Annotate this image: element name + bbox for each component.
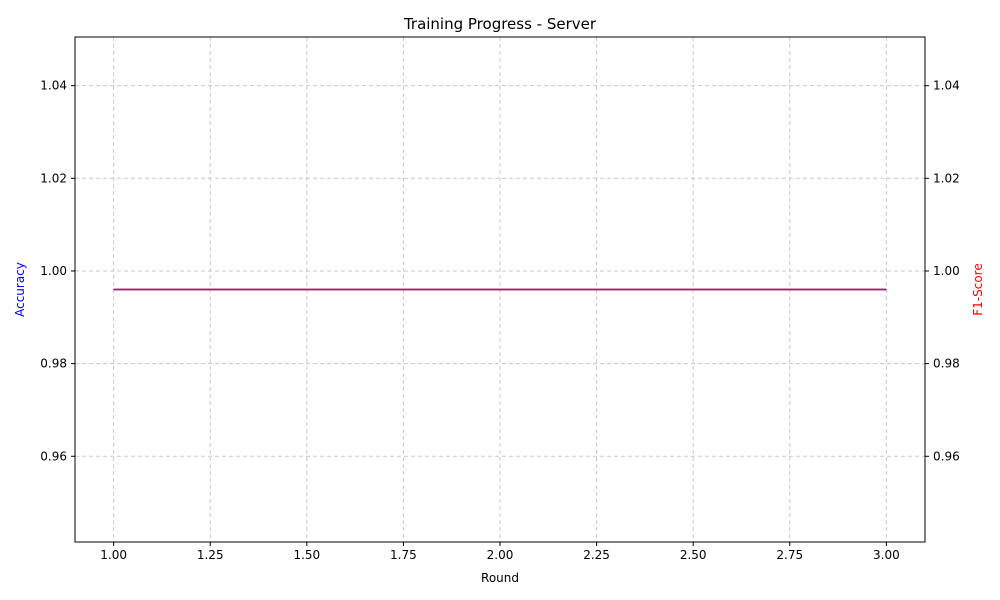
x-tick-label: 1.00 [100, 548, 127, 562]
y-axis-left-ticks: 0.96 0.98 1.00 1.02 1.04 [40, 79, 75, 463]
x-axis-ticks: 1.00 1.25 1.50 1.75 2.00 2.25 2.50 2.75 3.00 [100, 542, 900, 562]
x-tick-label: 2.25 [583, 548, 610, 562]
x-axis-label: Round [481, 571, 519, 585]
y-right-tick-label: 1.04 [933, 79, 960, 93]
y-right-tick-label: 1.02 [933, 171, 960, 185]
y-left-tick-label: 1.02 [40, 171, 67, 185]
y-left-tick-label: 1.00 [40, 264, 67, 278]
y-right-tick-label: 0.98 [933, 357, 960, 371]
y-right-tick-label: 0.96 [933, 449, 960, 463]
chart-title: Training Progress - Server [403, 15, 597, 33]
x-tick-label: 3.00 [873, 548, 900, 562]
x-tick-label: 2.75 [776, 548, 803, 562]
y-left-tick-label: 0.98 [40, 357, 67, 371]
grid [75, 37, 925, 542]
x-tick-label: 1.75 [390, 548, 417, 562]
y-axis-left-label: Accuracy [13, 262, 27, 317]
x-tick-label: 2.00 [487, 548, 514, 562]
y-left-tick-label: 1.04 [40, 79, 67, 93]
x-tick-label: 1.50 [293, 548, 320, 562]
y-axis-right-ticks: 0.96 0.98 1.00 1.02 1.04 [925, 79, 960, 463]
y-axis-right-label: F1-Score [971, 263, 985, 315]
y-right-tick-label: 1.00 [933, 264, 960, 278]
y-left-tick-label: 0.96 [40, 449, 67, 463]
x-tick-label: 1.25 [197, 548, 224, 562]
x-tick-label: 2.50 [680, 548, 707, 562]
